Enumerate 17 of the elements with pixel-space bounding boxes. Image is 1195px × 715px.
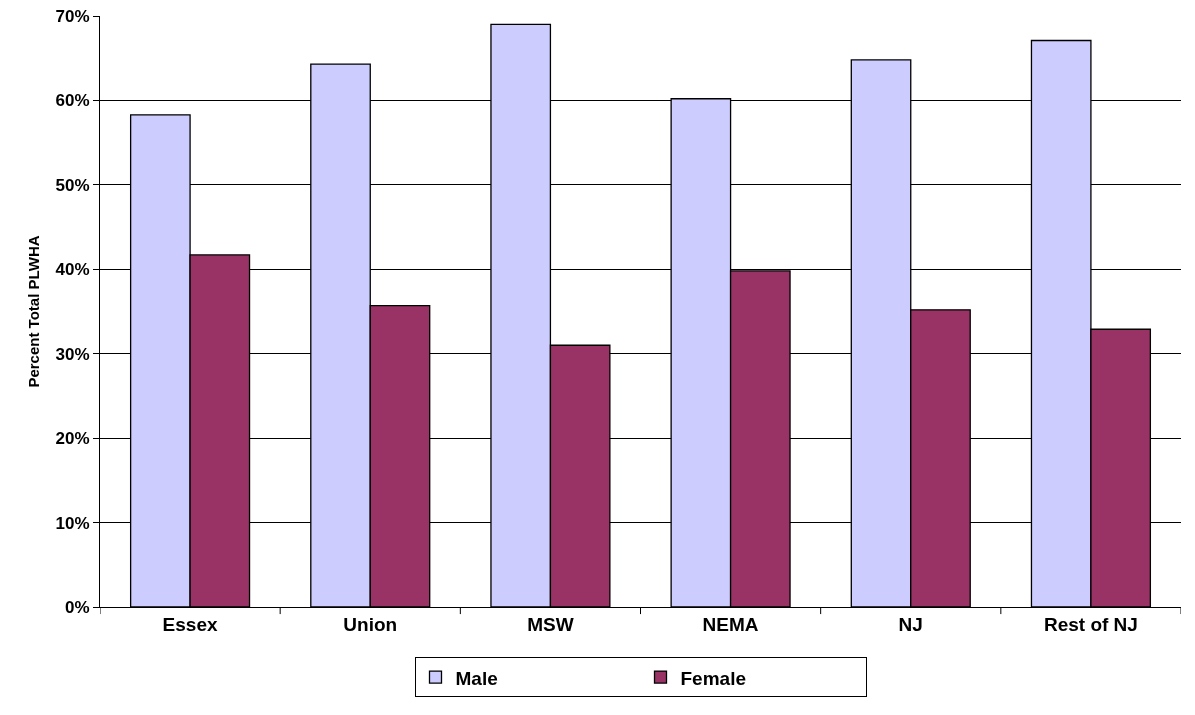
x-tick-label: NJ [898,613,923,635]
y-tick-label: 50% [55,175,90,195]
y-tick-label: 0% [65,597,90,617]
y-tick-label: 70% [55,6,90,26]
y-tick-label: 30% [55,344,90,364]
x-tick-label: Union [343,613,398,635]
x-tick-label: NEMA [702,613,759,635]
legend-label: Male [455,667,498,689]
x-tick-label: Essex [162,613,218,635]
y-tick-label: 20% [55,429,90,449]
y-tick-label: 40% [55,260,90,280]
x-tick-label: Rest of NJ [1043,613,1138,635]
x-tick-label: MSW [527,613,574,635]
y-tick-label: 60% [55,91,90,111]
y-tick-label: 10% [55,513,90,533]
y-axis-title: Percent Total PLWHA [24,235,42,388]
legend-label: Female [680,667,746,689]
